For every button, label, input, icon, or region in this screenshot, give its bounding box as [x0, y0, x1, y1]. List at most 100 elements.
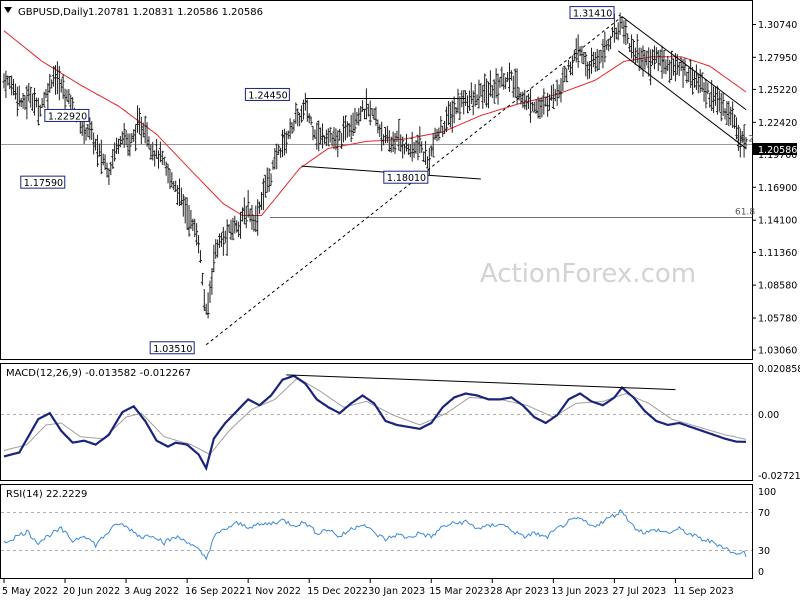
- price-bar: [284, 131, 288, 154]
- price-bar: [160, 150, 164, 165]
- price-bar: [206, 292, 210, 319]
- price-label-text: 1.22920: [48, 111, 87, 122]
- current-price-badge: 1.20586: [753, 143, 797, 156]
- price-bar: [2, 73, 6, 89]
- price-bar: [494, 68, 498, 99]
- moving-average-line: [3, 30, 747, 216]
- price-bar: [511, 75, 515, 98]
- price-bar: [301, 99, 305, 120]
- price-bar: [101, 153, 105, 166]
- price-bar: [202, 289, 206, 311]
- price-bar: [492, 79, 496, 104]
- price-bar: [197, 235, 201, 254]
- date-axis-label-0: 5 May 2022: [2, 586, 58, 597]
- price-bar: [181, 194, 185, 217]
- price-bar: [475, 94, 479, 106]
- price-bar: [97, 143, 101, 157]
- price-bar: [551, 83, 555, 110]
- price-bar: [620, 16, 624, 29]
- rsi-pane-frame: [0, 484, 753, 579]
- price-bar: [601, 38, 605, 69]
- price-bar: [296, 108, 300, 127]
- rsi-line: [3, 509, 747, 561]
- price-bar: [280, 129, 284, 158]
- price-bar: [528, 88, 532, 123]
- price-bar: [227, 224, 231, 233]
- price-bar: [683, 58, 687, 76]
- price-bar: [385, 125, 389, 143]
- price-label-1-22920: 1.22920: [44, 108, 90, 122]
- price-bar: [137, 107, 141, 135]
- price-bar: [198, 250, 202, 263]
- price-bar: [696, 74, 700, 94]
- price-bar: [136, 105, 140, 133]
- price-bar: [507, 62, 511, 92]
- price-bar: [132, 129, 136, 143]
- price-bar: [157, 150, 161, 169]
- price-bar: [483, 73, 487, 103]
- rsi-tick-100: 100: [758, 487, 776, 498]
- price-bar: [256, 199, 260, 236]
- price-bar: [490, 85, 494, 98]
- price-bar: [445, 106, 449, 133]
- price-bar: [744, 137, 748, 150]
- price-bar: [446, 101, 450, 126]
- price-bar: [471, 90, 475, 116]
- price-bar: [456, 88, 460, 114]
- price-bar: [19, 98, 23, 108]
- price-bar: [174, 180, 178, 192]
- price-bar: [195, 223, 199, 246]
- price-bar: [25, 85, 29, 120]
- price-label-1-17590: 1.17590: [20, 175, 66, 189]
- price-bar: [538, 97, 542, 120]
- price-bar: [719, 92, 723, 122]
- macd-tick-zero: 0.00: [758, 410, 779, 421]
- price-bar: [105, 162, 109, 178]
- price-bar: [326, 128, 330, 147]
- price-bar: [212, 244, 216, 273]
- price-bar: [443, 120, 447, 135]
- rsi-label: RSI(14) 22.2229: [6, 489, 87, 500]
- price-bar: [237, 221, 241, 238]
- price-bar: [267, 167, 271, 192]
- price-bar: [641, 45, 645, 77]
- price-bar: [395, 130, 399, 143]
- price-bar: [134, 124, 138, 152]
- price-axis-tick-4: 1.19700: [758, 150, 797, 161]
- price-bar: [324, 129, 328, 147]
- price-bar: [46, 82, 50, 110]
- price-bar: [13, 83, 17, 100]
- price-bar: [309, 116, 313, 126]
- price-bar: [723, 108, 727, 120]
- price-bar: [448, 102, 452, 128]
- price-bar: [170, 172, 174, 187]
- price-bar: [576, 34, 580, 68]
- price-bar: [52, 65, 56, 87]
- price-bar: [668, 59, 672, 84]
- price-bar: [17, 85, 21, 107]
- price-bar: [681, 58, 685, 88]
- price-bar: [738, 128, 742, 158]
- price-bar: [338, 128, 342, 141]
- price-bar: [233, 215, 237, 234]
- price-bar: [65, 89, 69, 102]
- price-bar: [422, 151, 426, 162]
- price-bar: [589, 47, 593, 74]
- price-bar: [548, 94, 552, 111]
- price-bar: [261, 178, 265, 211]
- price-bar: [582, 51, 586, 65]
- price-bar: [479, 83, 483, 97]
- price-bar: [488, 70, 492, 97]
- price-axis-tick-10: 1.03060: [758, 346, 797, 357]
- price-bar: [231, 217, 235, 241]
- date-axis-label-7: 15 Mar 2023: [429, 586, 489, 597]
- fib-label-61-8: 61.8: [735, 208, 755, 218]
- price-bar: [368, 100, 372, 126]
- price-bar: [141, 122, 145, 138]
- price-bar: [502, 73, 506, 90]
- price-bar: [95, 134, 99, 167]
- price-bar: [588, 61, 592, 79]
- price-bar: [23, 95, 27, 110]
- price-bar: [469, 82, 473, 105]
- price-bar: [162, 156, 166, 166]
